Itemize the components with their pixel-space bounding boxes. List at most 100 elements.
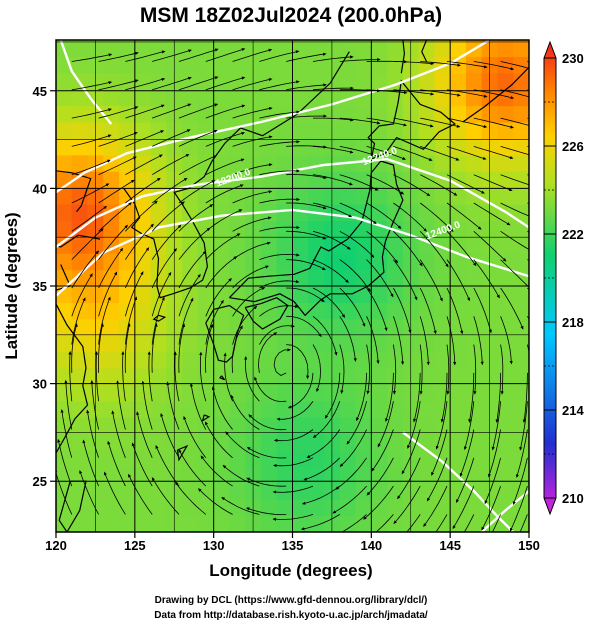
streamline-arrow: [116, 380, 126, 430]
heatmap-cell: [465, 499, 483, 517]
heatmap-cell: [434, 450, 451, 467]
height-contour-line: [402, 431, 515, 532]
heatmap-cell: [434, 187, 451, 205]
streamline-arrow: [258, 332, 278, 373]
heatmap-cell: [434, 335, 451, 353]
heatmap-cell: [71, 138, 89, 156]
heatmap-cell: [355, 269, 372, 287]
streamline-arrow: [356, 372, 367, 422]
streamline-arrow: [420, 61, 461, 67]
streamline-arrow: [98, 202, 132, 232]
heatmap-cell: [229, 417, 246, 435]
heatmap-cell: [134, 105, 152, 123]
heatmap-cell: [260, 450, 278, 467]
x-axis-label: Longitude (degrees): [209, 561, 372, 580]
coastline-segment: [367, 79, 456, 160]
heatmap-cell: [339, 220, 357, 238]
streamline-arrow: [125, 247, 150, 289]
x-tick-label: 135: [282, 538, 304, 553]
heatmap-cell: [103, 515, 120, 532]
heatmap-cell: [229, 433, 246, 451]
heatmap-cell: [324, 417, 341, 435]
heatmap-cell: [182, 351, 199, 369]
coastline-segment: [421, 40, 428, 62]
heatmap-cell: [355, 318, 372, 336]
heatmap-cell: [292, 220, 309, 238]
heatmap-cell: [481, 368, 499, 385]
streamline-arrow: [155, 445, 180, 487]
streamline-arrow: [121, 351, 126, 402]
streamline-arrow: [183, 415, 207, 459]
heatmap-cell: [481, 269, 499, 287]
heatmap-cell: [434, 318, 451, 336]
streamline-arrow: [385, 372, 394, 423]
heatmap-cell: [292, 499, 309, 517]
heatmap-cell: [56, 351, 73, 369]
streamline-arrow: [124, 322, 131, 373]
streamline-arrow: [312, 86, 354, 91]
streamline-arrow: [366, 344, 370, 395]
heatmap-cell: [450, 417, 467, 435]
heatmap-cell: [103, 417, 120, 435]
coastline-segment: [462, 66, 529, 123]
heatmap-cell: [292, 138, 309, 156]
heatmap-cell: [292, 89, 309, 107]
heatmap-cell: [450, 318, 467, 336]
grid-lines: [56, 40, 529, 532]
streamline-arrow: [339, 117, 381, 125]
heatmap-cell: [324, 105, 341, 123]
heatmap-cell: [197, 400, 215, 418]
streamline-arrow: [522, 372, 528, 423]
heatmap-cell: [450, 433, 467, 451]
heatmap-cell: [150, 351, 167, 369]
heatmap-cell: [324, 302, 341, 320]
heatmap-cell: [197, 89, 215, 107]
heatmap-cell: [197, 220, 215, 238]
heatmap-cell: [56, 154, 73, 172]
streamline-arrow: [98, 51, 139, 62]
heatmap-cell: [182, 318, 199, 336]
heatmap-cell: [150, 204, 167, 221]
streamline-arrow: [459, 429, 475, 477]
heatmap-cell: [481, 220, 499, 238]
heatmap-cell: [119, 433, 136, 451]
streamline-arrow: [103, 471, 126, 515]
streamline-arrow: [232, 216, 272, 232]
heatmap-cell: [119, 400, 136, 418]
heatmap-cell: [513, 368, 529, 385]
heatmap-cell: [324, 138, 341, 156]
streamline-arrow: [136, 411, 153, 458]
heatmap-cell: [292, 482, 309, 500]
heatmap-cell: [308, 335, 325, 353]
heatmap-cell: [418, 122, 435, 139]
heatmap-cell: [481, 138, 499, 156]
heatmap-cell: [134, 499, 152, 517]
streamline-arrow: [259, 80, 300, 91]
streamline-arrow: [371, 429, 394, 472]
heatmap-cell: [292, 318, 309, 336]
heatmap-cell: [71, 400, 89, 418]
heatmap-cell: [260, 466, 278, 484]
heatmap-cell: [182, 515, 199, 532]
heatmap-cell: [197, 515, 215, 532]
heatmap-cell: [103, 318, 120, 336]
streamline-arrow: [312, 401, 341, 439]
streamline-arrow: [152, 129, 191, 147]
streamline-arrow: [231, 325, 243, 373]
heatmap-cell: [450, 302, 467, 320]
heatmap-cell: [134, 269, 152, 287]
heatmap-cell: [56, 138, 73, 156]
heatmap-cell: [87, 171, 104, 189]
heatmap-cell: [339, 72, 357, 90]
heatmap-cell: [387, 515, 404, 532]
heatmap-cell: [418, 450, 435, 467]
streamline-arrow: [178, 323, 186, 373]
heatmap-cell: [387, 286, 404, 303]
streamline-arrow: [312, 55, 354, 62]
heatmap-cell: [213, 105, 231, 123]
y-tick-label: 35: [33, 279, 47, 294]
streamline-arrow: [303, 457, 341, 481]
heatmap-cell: [150, 138, 167, 156]
heatmap-cell: [324, 466, 341, 484]
streamline-arrow: [248, 414, 287, 431]
